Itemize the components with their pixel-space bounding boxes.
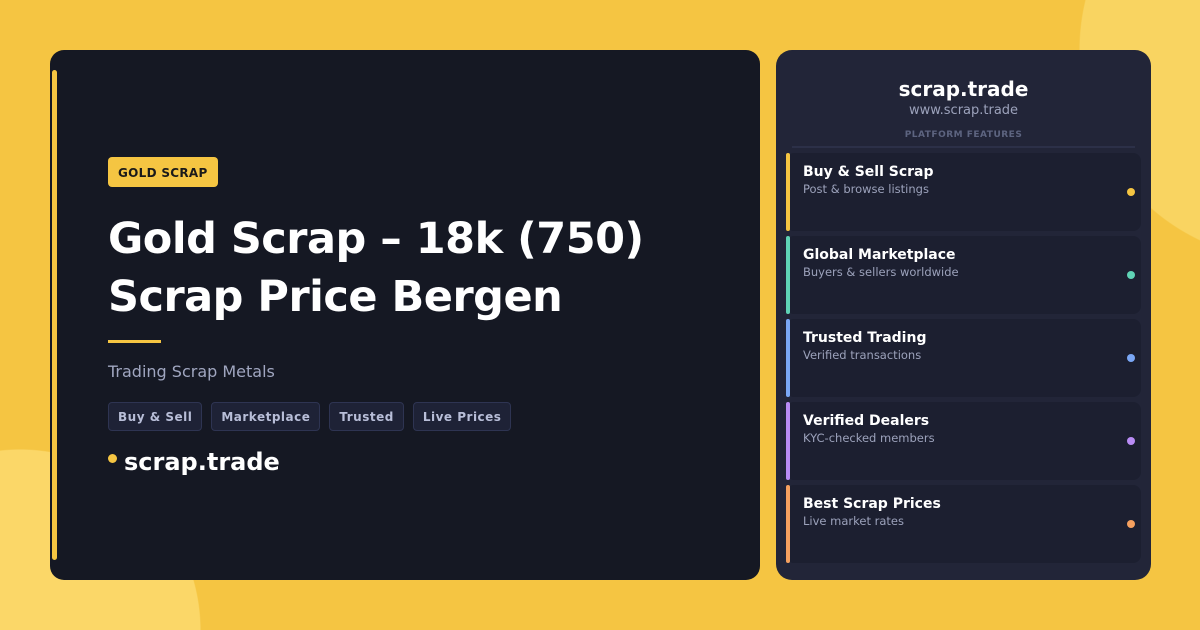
category-badge: GOLD SCRAP: [108, 157, 218, 187]
feature-subtitle: Post & browse listings: [803, 182, 929, 196]
subtitle: Trading Scrap Metals: [108, 362, 275, 381]
feature-item: Buy & Sell Scrap Post & browse listings: [786, 153, 1141, 231]
title-divider: [108, 340, 161, 343]
feature-item: Trusted Trading Verified transactions: [786, 319, 1141, 397]
hero-card: GOLD SCRAP Gold Scrap – 18k (750) Scrap …: [50, 50, 760, 580]
tag: Live Prices: [412, 402, 512, 431]
feature-list: Buy & Sell Scrap Post & browse listings …: [786, 153, 1141, 568]
panel-title: scrap.trade: [898, 77, 1029, 101]
feature-subtitle: Verified transactions: [803, 348, 922, 362]
feature-color-bar: [786, 319, 790, 397]
feature-item: Verified Dealers KYC-checked members: [786, 402, 1141, 480]
panel-url: www.scrap.trade: [908, 103, 1019, 118]
section-label: PLATFORM FEATURES: [904, 130, 1023, 140]
feature-color-bar: [786, 485, 790, 563]
feature-color-bar: [786, 153, 790, 231]
feature-color-bar: [786, 402, 790, 480]
feature-color-bar: [786, 236, 790, 314]
status-dot-icon: [1127, 271, 1135, 279]
brand: scrap.trade: [108, 448, 280, 476]
tag-list: Buy & Sell Marketplace Trusted Live Pric…: [108, 402, 512, 431]
status-dot-icon: [1127, 188, 1135, 196]
section-divider: [792, 146, 1135, 148]
tag: Trusted: [329, 402, 404, 431]
brand-dot-icon: [108, 454, 117, 463]
status-dot-icon: [1127, 437, 1135, 445]
feature-subtitle: Buyers & sellers worldwide: [803, 265, 959, 279]
feature-subtitle: KYC-checked members: [803, 431, 935, 445]
status-dot-icon: [1127, 354, 1135, 362]
brand-name: scrap.trade: [124, 448, 280, 476]
feature-item: Global Marketplace Buyers & sellers worl…: [786, 236, 1141, 314]
feature-title: Trusted Trading: [803, 330, 927, 346]
page-title: Gold Scrap – 18k (750) Scrap Price Berge…: [108, 214, 644, 322]
feature-title: Buy & Sell Scrap: [803, 164, 934, 180]
status-dot-icon: [1127, 520, 1135, 528]
feature-title: Verified Dealers: [803, 413, 930, 429]
feature-title: Global Marketplace: [803, 247, 956, 263]
accent-bar: [52, 70, 57, 560]
feature-subtitle: Live market rates: [803, 514, 904, 528]
tag: Buy & Sell: [108, 402, 203, 431]
feature-title: Best Scrap Prices: [803, 496, 941, 512]
tag: Marketplace: [211, 402, 321, 431]
feature-item: Best Scrap Prices Live market rates: [786, 485, 1141, 563]
features-panel: scrap.trade www.scrap.trade PLATFORM FEA…: [776, 50, 1151, 580]
